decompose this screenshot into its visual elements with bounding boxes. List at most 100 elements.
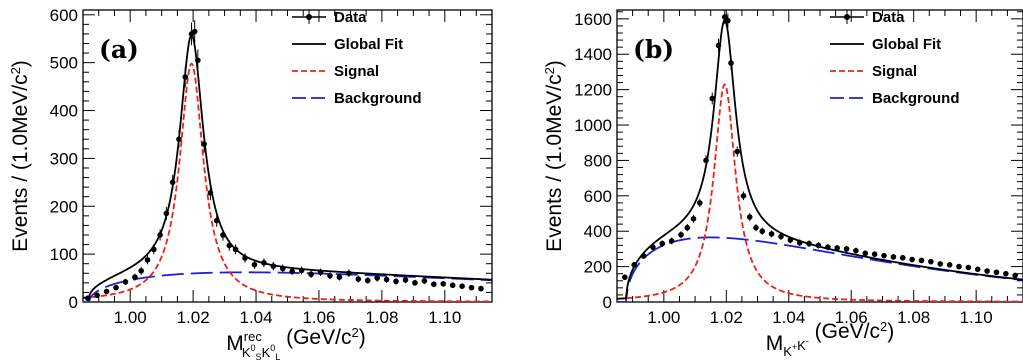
data-point xyxy=(946,262,953,268)
x-tick-label: 1.08 xyxy=(365,308,398,327)
data-point xyxy=(684,224,691,231)
legend-label: Data xyxy=(872,9,905,26)
x-tick-label: 1.04 xyxy=(239,308,272,327)
data-point xyxy=(176,136,182,143)
data-point xyxy=(402,277,409,283)
data-point xyxy=(678,231,684,238)
data-point xyxy=(650,244,656,250)
data-point xyxy=(478,285,484,292)
panel-a: 1.00 1.02 1.04 1.06 1.08 1.10 0 100 200 300 400 500… xyxy=(8,6,493,362)
data-point xyxy=(279,265,286,272)
data-point xyxy=(440,281,447,287)
data-point xyxy=(421,278,428,284)
data-point xyxy=(182,74,189,80)
data-point xyxy=(138,268,145,274)
data-point xyxy=(622,274,628,281)
signal-curve xyxy=(83,62,492,302)
data-point xyxy=(728,60,734,66)
panel-label: (a) xyxy=(99,35,139,64)
global-fit-curve xyxy=(83,34,492,299)
data-point xyxy=(815,242,822,249)
data-point xyxy=(918,257,925,264)
y-tick-label: 600 xyxy=(584,187,612,206)
data-point xyxy=(890,254,897,260)
data-point xyxy=(103,288,110,295)
data-point xyxy=(806,240,812,247)
legend-label: Data xyxy=(334,9,367,26)
data-point xyxy=(393,278,399,285)
data-point xyxy=(746,214,753,220)
data-point xyxy=(734,148,741,155)
data-point xyxy=(703,157,709,164)
y-tick-label: 500 xyxy=(50,54,78,73)
y-axis-title: Events / (1.0MeV/c2) xyxy=(542,60,567,252)
x-axis-title: MK+K- (GeV/c2) xyxy=(766,319,895,360)
data-point xyxy=(261,259,267,266)
data-point xyxy=(956,263,962,270)
data-point xyxy=(843,246,850,252)
legend-swatch-data-marker xyxy=(844,14,850,20)
data-point xyxy=(796,239,803,246)
y-tick-label: 200 xyxy=(584,258,612,277)
y-tick-label: 1600 xyxy=(574,10,612,29)
data-point xyxy=(232,246,239,253)
legend-label: Signal xyxy=(872,63,917,80)
data-point xyxy=(132,274,138,280)
data-point xyxy=(853,247,859,254)
x-tick-label: 1.06 xyxy=(835,308,868,327)
data-point xyxy=(449,282,456,289)
data-point xyxy=(191,28,198,35)
data-point xyxy=(899,254,906,261)
plot-area xyxy=(83,20,492,302)
data-point xyxy=(993,269,1000,276)
data-point xyxy=(220,232,226,238)
data-point xyxy=(768,231,775,237)
legend-label: Background xyxy=(872,90,960,107)
data-point xyxy=(251,261,258,268)
data-point xyxy=(753,224,759,231)
x-tick-label: 1.02 xyxy=(710,308,743,327)
y-tick-label: 0 xyxy=(69,293,78,312)
data-point xyxy=(881,252,887,259)
data-point xyxy=(169,179,176,186)
x-tick-label: 1.10 xyxy=(960,308,993,327)
y-tick-label: 200 xyxy=(50,197,78,216)
y-tick-label: 400 xyxy=(584,222,612,241)
panel-b: 1.00 1.02 1.04 1.06 1.08 1.10 0 200 400 600 800 100… xyxy=(542,9,1023,359)
legend-swatch-data-marker xyxy=(306,14,312,20)
background-curve xyxy=(617,236,1023,302)
x-axis-title: Mrec K0SK0L (GeV/c2) xyxy=(226,325,365,363)
data-point xyxy=(355,276,362,282)
data-point xyxy=(163,210,170,217)
data-point xyxy=(383,276,390,283)
data-point xyxy=(740,193,747,199)
data-point xyxy=(213,217,220,224)
data-point xyxy=(270,263,277,269)
data-point xyxy=(631,262,637,268)
y-tick-label: 100 xyxy=(50,245,78,264)
x-tick-label: 1.00 xyxy=(647,308,680,327)
y-tick-label: 1000 xyxy=(574,116,612,135)
data-point xyxy=(834,245,840,251)
y-axis-title: Events / (1.0MeV/c2) xyxy=(8,60,33,252)
data-point xyxy=(825,244,831,250)
data-point xyxy=(659,240,666,247)
data-point xyxy=(725,17,731,24)
data-point xyxy=(668,238,675,244)
x-tick-label: 1.10 xyxy=(428,308,461,327)
data-point xyxy=(430,281,437,288)
x-tick-label: 1.02 xyxy=(177,308,210,327)
x-tick-label: 1.04 xyxy=(772,308,805,327)
data-point xyxy=(317,269,324,276)
data-point xyxy=(862,250,869,257)
data-point xyxy=(201,141,207,147)
data-point xyxy=(364,277,371,284)
data-point xyxy=(974,266,981,273)
data-point xyxy=(909,256,915,263)
data-point xyxy=(412,280,418,286)
legend-label: Global Fit xyxy=(334,36,403,53)
x-tick-label: 1.00 xyxy=(114,308,147,327)
data-point xyxy=(778,233,784,240)
background-curve xyxy=(83,271,492,302)
